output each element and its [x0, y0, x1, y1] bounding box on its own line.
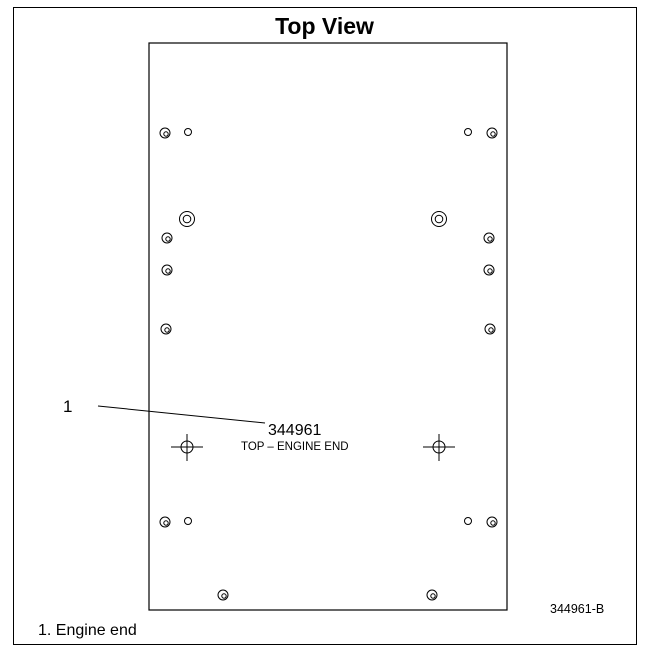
- diagram-title: Top View: [275, 13, 374, 39]
- hole-double: [426, 589, 438, 601]
- callout-leader-line: [97, 405, 266, 424]
- crosshair-mark-right: [423, 434, 455, 461]
- hole-single: [464, 128, 472, 136]
- hole-double: [160, 323, 172, 335]
- hole-single: [184, 517, 192, 525]
- panel-outline: [148, 42, 508, 611]
- hole-double: [161, 232, 173, 244]
- hole-single: [184, 128, 192, 136]
- callout-number: 1: [63, 397, 73, 416]
- figure-frame: [13, 7, 637, 645]
- hole-double: [161, 264, 173, 276]
- part-number-label: 344961: [268, 422, 322, 439]
- hole-double: [486, 516, 498, 528]
- hole-double: [159, 127, 171, 139]
- part-description-label: TOP – ENGINE END: [241, 441, 349, 453]
- hole-double: [159, 516, 171, 528]
- figure-caption: 1. Engine end: [38, 622, 137, 639]
- crosshair-mark-left: [171, 434, 203, 461]
- hole-double: [483, 232, 495, 244]
- hole-double: [217, 589, 229, 601]
- hole-single: [464, 517, 472, 525]
- hole-double: [486, 127, 498, 139]
- hole-large: [179, 211, 195, 227]
- hole-double: [484, 323, 496, 335]
- mounting-holes: [159, 127, 498, 601]
- hole-double: [483, 264, 495, 276]
- hole-large: [431, 211, 447, 227]
- figure-id: 344961-B: [550, 602, 605, 616]
